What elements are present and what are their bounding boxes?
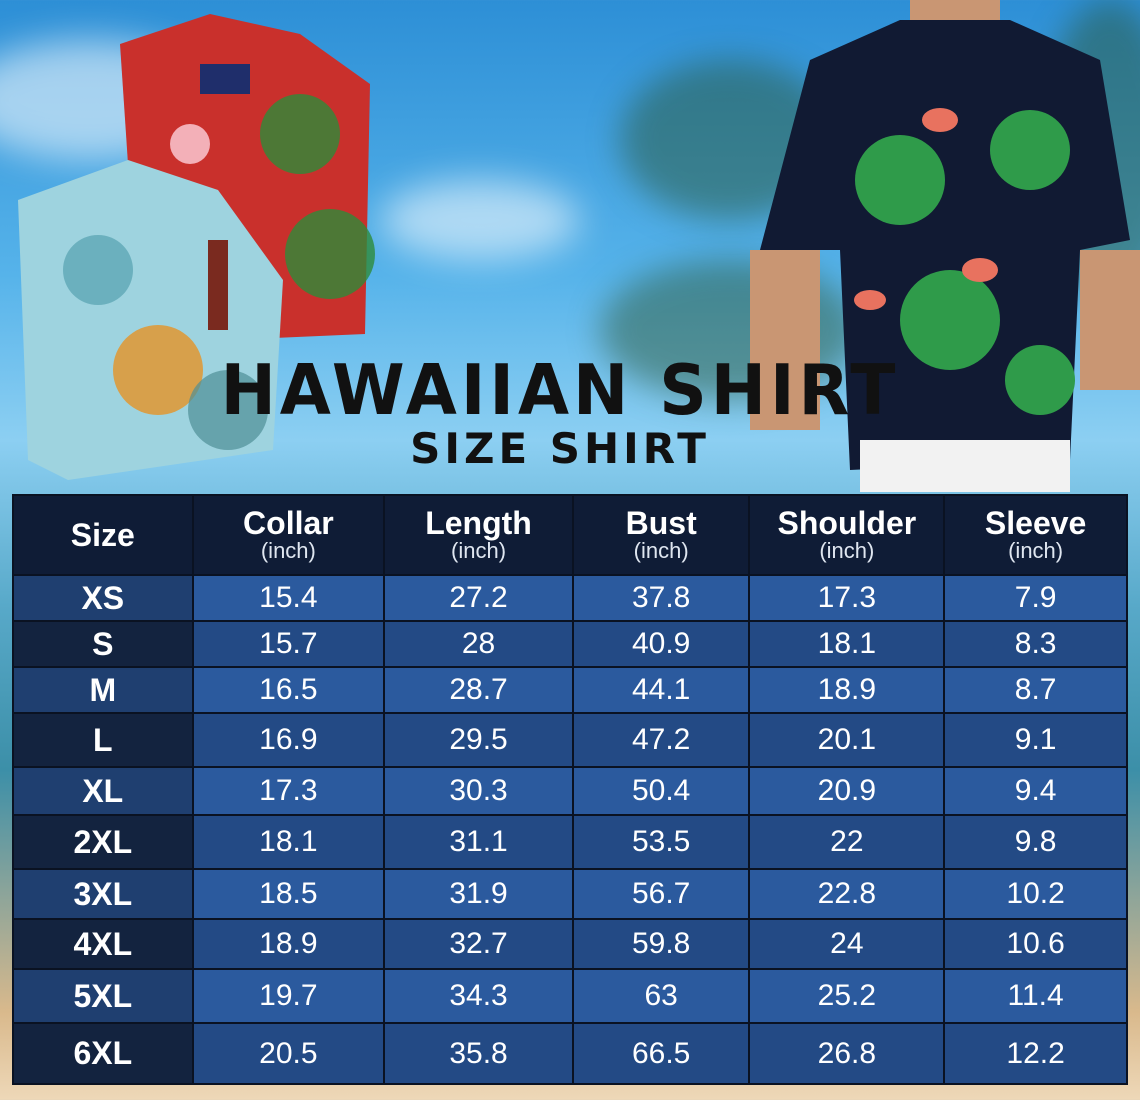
measurement-cell: 10.2 <box>943 868 1128 920</box>
measurement-cell: 8.3 <box>943 620 1128 668</box>
size-cell: M <box>12 666 194 714</box>
column-header-bust: Bust (inch) <box>571 494 751 576</box>
measurement-cell: 18.9 <box>191 918 386 970</box>
measurement-cell: 17.3 <box>748 574 946 622</box>
measurement-cell: 63 <box>571 968 751 1024</box>
measurement-cell: 37.8 <box>571 574 751 622</box>
measurement-cell: 15.7 <box>191 620 386 668</box>
column-header-collar: Collar (inch) <box>191 494 386 576</box>
measurement-cell: 44.1 <box>571 666 751 714</box>
size-cell: L <box>12 712 194 768</box>
measurement-cell: 16.9 <box>191 712 386 768</box>
table-row: 4XL 18.9 32.7 59.8 24 10.6 <box>12 918 1128 970</box>
measurement-cell: 9.4 <box>943 766 1128 816</box>
measurement-cell: 66.5 <box>571 1022 751 1085</box>
table-row: M 16.5 28.7 44.1 18.9 8.7 <box>12 666 1128 714</box>
unit-label: (inch) <box>633 538 689 563</box>
table-row: 6XL 20.5 35.8 66.5 26.8 12.2 <box>12 1022 1128 1085</box>
measurement-cell: 34.3 <box>383 968 574 1024</box>
size-cell: 2XL <box>12 814 194 870</box>
table-row: S 15.7 28 40.9 18.1 8.3 <box>12 620 1128 668</box>
measurement-cell: 7.9 <box>943 574 1128 622</box>
measurement-cell: 17.3 <box>191 766 386 816</box>
measurement-cell: 18.9 <box>748 666 946 714</box>
measurement-cell: 25.2 <box>748 968 946 1024</box>
column-header-label: Collar <box>243 505 334 541</box>
cloud <box>380 180 580 260</box>
table-row: XL 17.3 30.3 50.4 20.9 9.4 <box>12 766 1128 816</box>
measurement-cell: 56.7 <box>571 868 751 920</box>
measurement-cell: 26.8 <box>748 1022 946 1085</box>
column-header-label: Shoulder <box>777 505 917 541</box>
unit-label: (inch) <box>1008 538 1064 563</box>
table-row: 3XL 18.5 31.9 56.7 22.8 10.2 <box>12 868 1128 920</box>
column-header-sleeve: Sleeve (inch) <box>943 494 1128 576</box>
measurement-cell: 24 <box>748 918 946 970</box>
measurement-cell: 59.8 <box>571 918 751 970</box>
measurement-cell: 10.6 <box>943 918 1128 970</box>
measurement-cell: 28 <box>383 620 574 668</box>
measurement-cell: 28.7 <box>383 666 574 714</box>
measurement-cell: 20.5 <box>191 1022 386 1085</box>
table-row: L 16.9 29.5 47.2 20.1 9.1 <box>12 712 1128 768</box>
measurement-cell: 47.2 <box>571 712 751 768</box>
column-header-label: Size <box>70 517 135 553</box>
size-cell: 6XL <box>12 1022 194 1085</box>
measurement-cell: 11.4 <box>943 968 1128 1024</box>
measurement-cell: 18.5 <box>191 868 386 920</box>
measurement-cell: 30.3 <box>383 766 574 816</box>
column-header-shoulder: Shoulder (inch) <box>748 494 946 576</box>
measurement-cell: 27.2 <box>383 574 574 622</box>
measurement-cell: 31.9 <box>383 868 574 920</box>
size-cell: 5XL <box>12 968 194 1024</box>
measurement-cell: 22.8 <box>748 868 946 920</box>
measurement-cell: 8.7 <box>943 666 1128 714</box>
column-header-length: Length (inch) <box>383 494 574 576</box>
measurement-cell: 31.1 <box>383 814 574 870</box>
table-header-row: Size Collar (inch) Length (inch) Bust (inch) Sh… <box>12 494 1128 576</box>
size-cell: XL <box>12 766 194 816</box>
unit-label: (inch) <box>451 538 507 563</box>
column-header-size: Size <box>12 494 194 576</box>
measurement-cell: 29.5 <box>383 712 574 768</box>
measurement-cell: 9.8 <box>943 814 1128 870</box>
measurement-cell: 50.4 <box>571 766 751 816</box>
measurement-cell: 22 <box>748 814 946 870</box>
measurement-cell: 12.2 <box>943 1022 1128 1085</box>
size-cell: 4XL <box>12 918 194 970</box>
measurement-cell: 20.9 <box>748 766 946 816</box>
size-cell: S <box>12 620 194 668</box>
size-cell: XS <box>12 574 194 622</box>
measurement-cell: 18.1 <box>191 814 386 870</box>
table-row: XS 15.4 27.2 37.8 17.3 7.9 <box>12 574 1128 622</box>
measurement-cell: 53.5 <box>571 814 751 870</box>
column-header-label: Bust <box>625 505 697 541</box>
measurement-cell: 40.9 <box>571 620 751 668</box>
unit-label: (inch) <box>819 538 875 563</box>
column-header-label: Sleeve <box>984 505 1087 541</box>
table-row: 5XL 19.7 34.3 63 25.2 11.4 <box>12 968 1128 1024</box>
measurement-cell: 35.8 <box>383 1022 574 1085</box>
size-cell: 3XL <box>12 868 194 920</box>
unit-label: (inch) <box>260 538 316 563</box>
blue-folded-shirt-image <box>18 160 283 480</box>
measurement-cell: 9.1 <box>943 712 1128 768</box>
model-flamingo-shirt-image <box>750 0 1140 492</box>
measurement-cell: 15.4 <box>191 574 386 622</box>
measurement-cell: 32.7 <box>383 918 574 970</box>
page-subtitle: SIZE SHIRT <box>410 424 710 473</box>
measurement-cell: 19.7 <box>191 968 386 1024</box>
measurement-cell: 20.1 <box>748 712 946 768</box>
column-header-label: Length <box>425 505 532 541</box>
page-title: HAWAIIAN SHIRT <box>220 350 900 431</box>
measurement-cell: 16.5 <box>191 666 386 714</box>
measurement-cell: 18.1 <box>748 620 946 668</box>
size-chart-table: Size Collar (inch) Length (inch) Bust (inch) Sh… <box>12 494 1128 1085</box>
table-row: 2XL 18.1 31.1 53.5 22 9.8 <box>12 814 1128 870</box>
